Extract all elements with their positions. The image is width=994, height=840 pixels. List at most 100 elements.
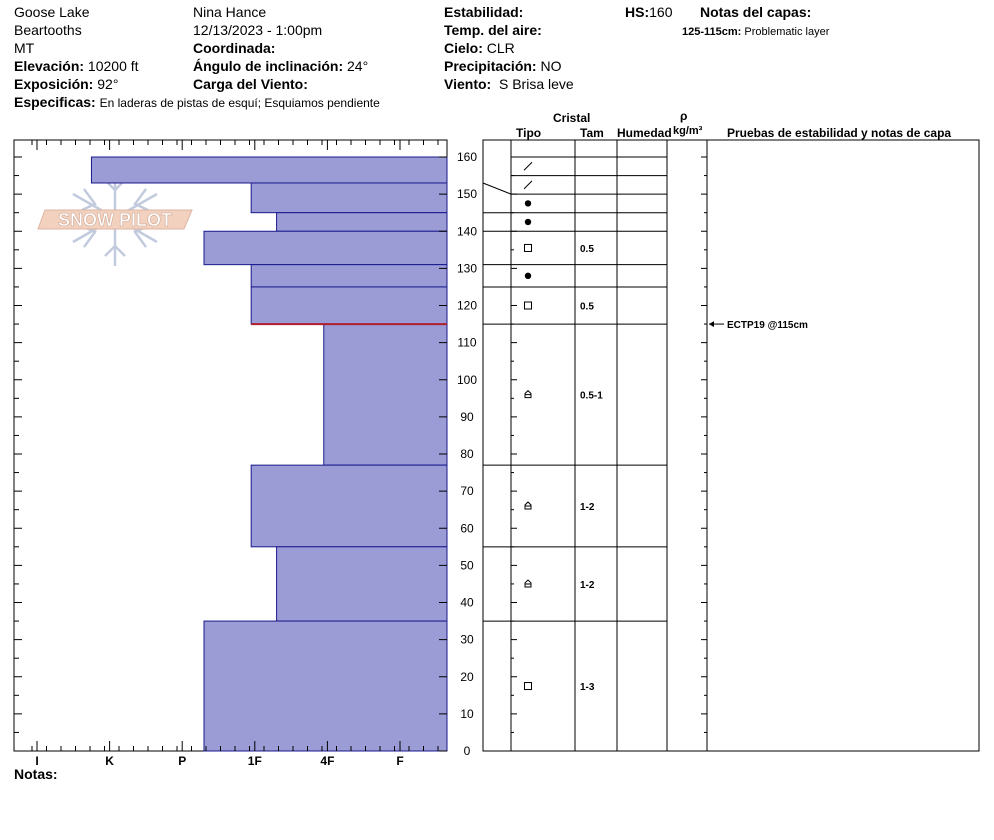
precip-value: NO [540,58,562,74]
depth-label-15: 150 [457,187,477,201]
windload-label: Carga del Viento: [193,76,308,92]
col-size: Tam [580,126,604,140]
layer-note-range: 125-115cm: [682,26,742,38]
col-moisture: Humedad [617,126,672,140]
crystal-icon-faceted [524,301,532,310]
hardness-layer-9 [203,620,448,752]
crystal-icon-depth-hoar [524,501,532,510]
depth-label-8: 80 [460,447,474,461]
mountain-range: Beartooths [14,22,82,38]
crystal-icon-faceted [524,243,532,252]
location: Goose Lake [14,4,90,20]
depth-label-2: 20 [460,670,474,684]
test-label-0: ECTP19 @115cm [727,320,808,331]
layer-note-text: Problematic layer [744,26,830,38]
crystal-icon-rounded [524,200,532,207]
depth-label-4: 40 [460,596,474,610]
hardness-label-4: 4F [320,754,334,768]
slope-label: Ángulo de inclinación: [193,58,344,74]
depth-label-6: 60 [460,521,474,535]
sky-row: Cielo: CLR [444,40,515,57]
depth-label-7: 70 [460,484,474,498]
depth-label-1: 10 [460,707,474,721]
hardness-layer-4 [250,264,448,288]
hardness-layer-0 [90,156,448,184]
specifics-row: Especificas: En laderas de pistas de esq… [14,94,380,112]
hs-row: HS:160 [625,4,672,21]
hardness-label-5: F [396,754,403,768]
state: MT [14,40,35,56]
hardness-chart: I K P 1F 4F F 0 10 20 30 40 50 60 70 80 90 100 110 120 130 1… [13,139,477,768]
table-frame [482,139,980,752]
logo-text: SNOW PILOT [58,210,172,230]
stability-label: Estabilidad: [444,4,524,20]
layer-note-row: 125-115cm: Problematic layer [682,24,829,41]
slope-row: Ángulo de inclinación: 24° [193,58,368,75]
precip-label: Precipitación: [444,58,537,74]
hardness-layer-1 [250,182,448,214]
snowpilot-logo: SNOW PILOT [37,170,193,266]
elevation-value: 10200 ft [87,58,139,74]
hardness-layer-2 [276,212,448,232]
aspect-row: Exposición: 92° [14,76,118,93]
depth-label-3: 30 [460,633,474,647]
crystal-icon-depth-hoar [524,389,532,399]
col-tests: Pruebas de estabilidad y notas de capa [727,126,952,140]
aspect-value: 92° [97,76,119,92]
crystal-icon-rounded [524,272,532,279]
hardness-layer-6 [323,323,448,466]
precip-row: Precipitación: NO [444,58,561,75]
crystal-size-7: 0.5-1 [580,391,603,402]
crystal-icon-decomposing [523,180,533,190]
col-type: Tipo [516,126,542,140]
hardness-layer-7 [250,464,448,548]
notes-label: Notas: [14,766,58,782]
specifics-label: Especificas: [14,94,96,110]
depth-label-14: 140 [457,224,477,238]
wind-value: S Brisa leve [498,76,574,92]
hardness-label-1: K [105,754,114,768]
col-density-unit: kg/m³ [673,125,703,137]
crystal-icon-depth-hoar [524,579,532,588]
elevation-label: Elevación: [14,58,85,74]
aspect-label: Exposición: [14,76,94,92]
crystal-table: 0.5 0.5 0.5-1 1-2 1-2 1-3 [482,139,980,752]
crystal-icon-rounded [524,218,532,226]
wind-label: Viento: [444,76,492,92]
hardness-label-0: I [35,754,38,768]
depth-label-12: 120 [457,299,477,313]
crystal-size-6: 0.5 [580,302,594,313]
crystal-size-8: 1-2 [580,502,595,513]
depth-label-5: 50 [460,558,474,572]
wind-row: Viento: S Brisa leve [444,76,574,93]
hardness-label-2: P [178,754,186,768]
hardness-layer-8 [276,546,448,622]
test-arrow-icon-0 [709,321,714,328]
depth-label-9: 90 [460,410,474,424]
airtemp-label: Temp. del aire: [444,22,542,38]
datetime: 12/13/2023 - 1:00pm [193,22,323,38]
crystal-size-4: 0.5 [580,244,594,255]
hs-label: HS: [625,4,650,20]
depth-label-0: 0 [464,744,471,758]
depth-label-10: 100 [457,373,477,387]
logo-banner [37,209,193,230]
layer-notes-label: Notas del capas: [700,4,812,20]
col-crystal: Cristal [553,111,591,125]
crystal-icon-decomposing [523,161,533,171]
depth-label-16: 160 [457,150,477,164]
sky-value: CLR [486,40,515,56]
elevation-row: Elevación: 10200 ft [14,58,139,75]
depth-label-11: 110 [457,336,476,350]
col-density-symbol: ρ [680,109,688,123]
hardness-label-3: 1F [248,754,262,768]
hs-value: 160 [649,4,673,20]
test-panel: ECTP19 @115cm [709,320,808,331]
coord-label: Coordinada: [193,40,276,56]
sky-label: Cielo: [444,40,483,56]
crystal-size-9: 1-2 [580,580,595,591]
depth-label-13: 130 [457,261,477,275]
slope-value: 24° [347,58,369,74]
hardness-layer-3 [203,230,448,266]
